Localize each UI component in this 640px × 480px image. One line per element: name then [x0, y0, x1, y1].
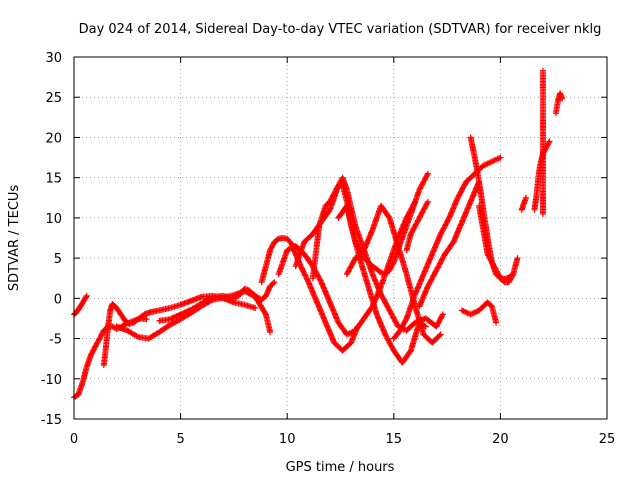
data-point-markers	[518, 194, 529, 213]
data-point-markers	[275, 198, 419, 338]
data-point-markers	[258, 235, 361, 354]
y-tick-label: -10	[41, 373, 62, 388]
data-point-markers	[100, 292, 259, 369]
data-point-markers	[552, 90, 566, 117]
y-tick-label: -15	[41, 413, 62, 428]
y-tick-label: 10	[45, 212, 62, 227]
series-arc-14	[416, 178, 483, 310]
data-point-markers	[459, 299, 500, 326]
x-tick-label: 25	[599, 432, 616, 447]
y-tick-label: 30	[45, 51, 62, 66]
y-tick-label: 25	[45, 91, 62, 106]
y-axis-label: SDTVAR / TECUs	[7, 185, 22, 292]
data-point-markers	[403, 198, 431, 254]
series-arc-6	[258, 235, 361, 354]
x-axis-tick-labels: 0 5 10 15 20 25	[70, 432, 615, 447]
data-point-markers	[335, 170, 431, 278]
data-point-markers	[156, 279, 278, 324]
data-points	[71, 67, 566, 401]
x-tick-label: 10	[279, 432, 296, 447]
y-tick-label: 15	[45, 172, 62, 187]
x-tick-label: 0	[70, 432, 78, 447]
y-tick-label: 5	[54, 252, 62, 267]
y-tick-label: 0	[54, 292, 62, 307]
series-arc-21	[552, 90, 566, 117]
x-tick-label: 5	[176, 432, 184, 447]
plot-frame	[73, 56, 608, 420]
y-axis-tick-labels: -15 -10 -5 0 5 10 15 20 25 30	[41, 51, 62, 428]
x-tick-label: 20	[492, 432, 509, 447]
x-tick-label: 15	[386, 432, 403, 447]
series-arc-3	[100, 292, 259, 369]
series-arc-20	[540, 67, 546, 217]
series-arc-17	[459, 299, 500, 326]
series-arc-4	[113, 288, 274, 342]
data-point-markers	[476, 202, 521, 286]
series-arc-11	[343, 202, 444, 346]
series-arc-18	[518, 194, 529, 213]
data-point-markers	[343, 202, 444, 346]
chart-title: Day 024 of 2014, Sidereal Day-to-day VTE…	[79, 22, 602, 37]
x-axis-label: GPS time / hours	[286, 460, 395, 475]
data-point-markers	[113, 288, 274, 342]
series-arc-16	[476, 202, 521, 286]
series-arc-7	[275, 198, 419, 338]
data-point-markers	[540, 67, 546, 217]
series-arc-10	[335, 170, 431, 278]
series-arc-13	[403, 198, 431, 254]
y-tick-label: -5	[49, 333, 62, 348]
series-arc-5	[156, 279, 278, 324]
y-tick-label: 20	[45, 131, 62, 146]
data-point-markers	[416, 178, 483, 310]
axis-ticks	[73, 56, 608, 420]
grid	[74, 57, 607, 419]
